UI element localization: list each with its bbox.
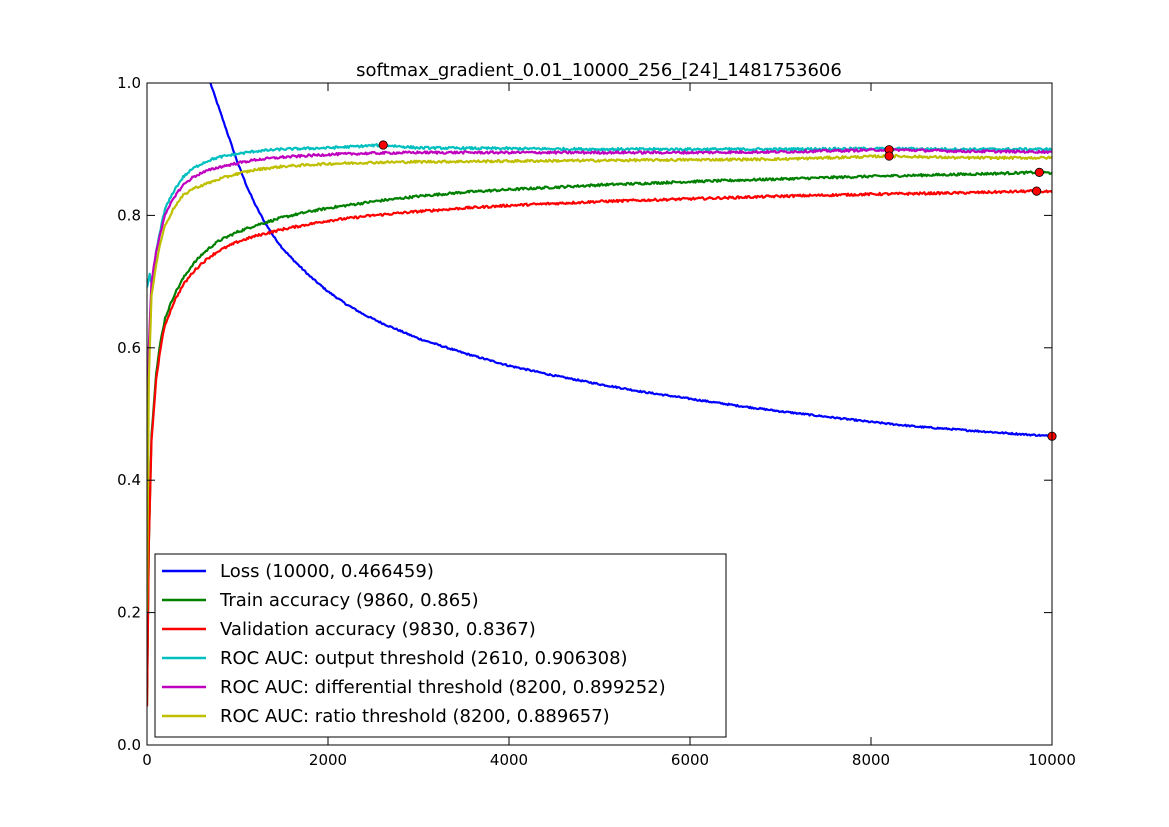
legend-box: [154, 553, 727, 738]
legend-label: ROC AUC: ratio threshold (8200, 0.889657…: [220, 706, 610, 727]
x-tick-label: 2000: [309, 751, 347, 769]
x-tick-label: 10000: [1028, 751, 1076, 769]
series-line-2: [147, 188, 1052, 707]
x-tick-label: 8000: [852, 751, 890, 769]
legend-label: ROC AUC: output threshold (2610, 0.90630…: [220, 648, 628, 669]
best-point-marker-5: [884, 151, 894, 161]
y-tick-label: 0.2: [117, 604, 141, 622]
x-tick-label: 4000: [490, 751, 528, 769]
series-line-1: [147, 170, 1052, 707]
series-line-4: [147, 147, 1052, 581]
legend-label: ROC AUC: differential threshold (8200, 0…: [220, 677, 666, 698]
best-point-marker-2: [1032, 186, 1042, 196]
legend-label: Loss (10000, 0.466459): [220, 561, 434, 582]
series-line-0: [209, 83, 1052, 438]
x-tick-label: 0: [142, 751, 152, 769]
series-layer: [147, 83, 1052, 707]
chart-title: softmax_gradient_0.01_10000_256_[24]_148…: [356, 60, 842, 81]
legend: Loss (10000, 0.466459) Train accuracy (98…: [154, 553, 727, 738]
legend-label: Validation accuracy (9830, 0.8367): [220, 619, 536, 640]
y-tick-label: 0.6: [117, 339, 141, 357]
legend-label: Train accuracy (9860, 0.865): [219, 590, 479, 611]
marker-layer: [378, 140, 1057, 441]
x-tick-label: 6000: [671, 751, 709, 769]
plot-frame: [146, 82, 1053, 746]
best-point-marker-1: [1034, 167, 1044, 177]
y-tick-label: 0.4: [117, 471, 141, 489]
y-tick-label: 0.0: [117, 736, 141, 754]
axis-ticks: 0 2000 4000 6000 8000 10000 0.0 0.2 0.4 0.6 0.8 1.0: [117, 74, 1076, 769]
y-tick-label: 0.8: [117, 206, 141, 224]
series-line-5: [147, 154, 1052, 612]
y-tick-label: 1.0: [117, 74, 141, 92]
best-point-marker-3: [378, 140, 388, 150]
